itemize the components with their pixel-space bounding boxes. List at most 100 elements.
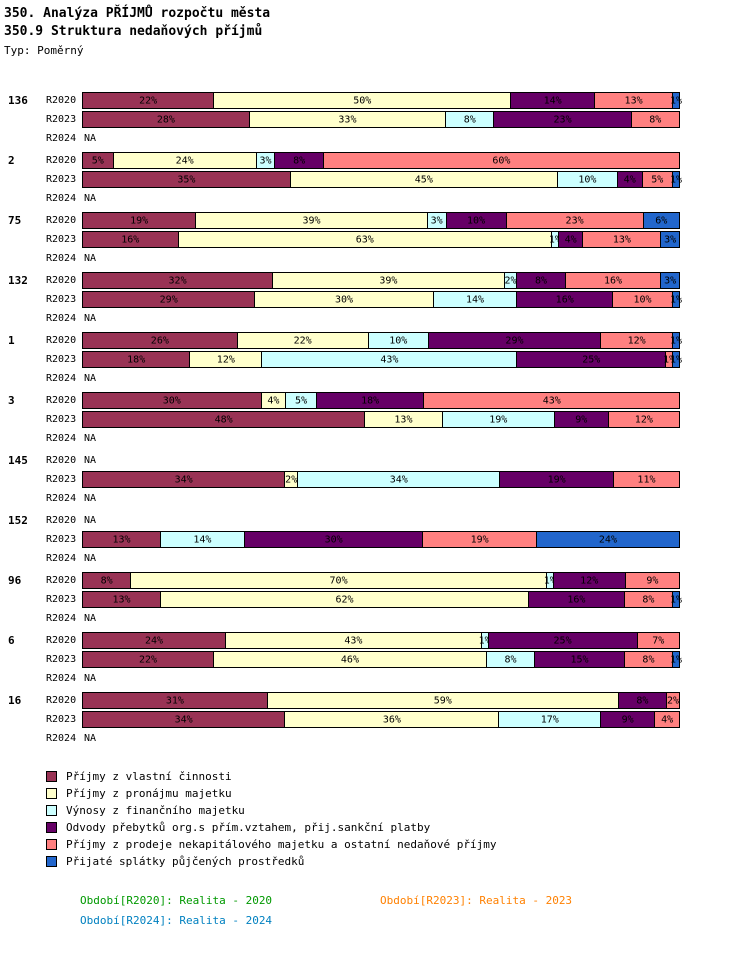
segment-value: 12% — [216, 354, 235, 365]
segment-value: 16% — [567, 594, 586, 605]
bar-segment: 1% — [670, 332, 682, 349]
row-label: R2024 — [46, 193, 77, 204]
stacked-bar: 19% 39% 3% 10% 23% 6% — [82, 212, 680, 229]
chart-row: R2024 NA — [0, 549, 750, 568]
segment-value: 24% — [145, 635, 164, 646]
chart-group-75: 75 R2020 19% 39% 3% 10% 23% 6% R2023 16% 63% 1% 4% 13… — [0, 211, 750, 268]
period-r2024-label: Období[R2024]: — [80, 914, 173, 927]
segment-value: 29% — [505, 335, 524, 346]
row-label: R2023 — [46, 114, 77, 125]
bar-segment: 8% — [486, 651, 536, 668]
segment-value: 17% — [540, 714, 559, 725]
segment-value: 22% — [138, 654, 158, 665]
legend: Příjmy z vlastní činnosti Příjmy z pronáj… — [46, 768, 496, 870]
segment-value: 3% — [259, 155, 272, 166]
bar-segment: 13% — [82, 531, 161, 548]
bar-segment: 31% — [82, 692, 268, 709]
segment-value: 12% — [627, 335, 646, 346]
stacked-bar: 13% 14% 30% 19% 24% — [82, 531, 680, 548]
legend-label: Přijaté splátky půjčených prostředků — [66, 855, 305, 868]
chart-row: R2024 NA — [0, 729, 750, 748]
bar-segment: 8% — [82, 572, 132, 589]
bar-segment: 43% — [424, 392, 680, 409]
bar-segment: 2% — [667, 692, 680, 709]
stacked-bar: 13% 62% 16% 8% 1% — [82, 591, 682, 608]
stacked-bar: 24% 43% 1% 25% 7% — [82, 632, 680, 649]
bar-segment: 12% — [608, 411, 680, 428]
legend-item-0: Příjmy z vlastní činnosti — [46, 768, 496, 785]
bar-segment: 1% — [479, 632, 491, 649]
stacked-bar: 34% 36% 17% 9% 4% — [82, 711, 681, 728]
row-label: R2023 — [46, 594, 77, 605]
chart-row: R2023 34% 36% 17% 9% 4% — [0, 710, 750, 729]
group-id: 136 — [8, 94, 28, 107]
chart-row: R2020 32% 39% 2% 8% 16% 3% — [0, 271, 750, 290]
row-label: R2020 — [46, 635, 77, 646]
row-label: R2024 — [46, 133, 77, 144]
bar-segment: 24% — [113, 152, 257, 169]
segment-value: 15% — [570, 654, 589, 665]
na-value: NA — [84, 613, 97, 624]
segment-value: 35% — [177, 174, 196, 185]
segment-value: 34% — [389, 474, 408, 485]
period-r2023-value: Realita - 2023 — [479, 894, 573, 907]
chart-row: R2020 5% 24% 3% 8% 60% — [0, 151, 750, 170]
bar-segment: 1% — [549, 231, 561, 248]
row-label: R2024 — [46, 313, 77, 324]
segment-value: 9% — [621, 714, 634, 725]
segment-value: 8% — [100, 575, 113, 586]
stacked-bar: 22% 50% 14% 13% 1% — [82, 92, 682, 109]
segment-value: 19% — [130, 215, 149, 226]
segment-value: 33% — [338, 114, 357, 125]
na-value: NA — [84, 193, 97, 204]
segment-value: 4% — [267, 395, 280, 406]
stacked-bar: 22% 46% 8% 15% 8% 1% — [82, 651, 682, 668]
chart-row: R2023 29% 30% 14% 16% 10% 1% — [0, 290, 750, 309]
bar-segment: 16% — [565, 272, 662, 289]
segment-value: 13% — [612, 234, 631, 245]
bar-segment: 36% — [285, 711, 500, 728]
bar-segment: 16% — [82, 231, 179, 248]
chart-type-label: Typ: Poměrný — [4, 44, 84, 57]
legend-item-4: Příjmy z prodeje nekapitálového majetku … — [46, 836, 496, 853]
bar-segment: 30% — [255, 291, 434, 308]
bar-segment: 19% — [82, 212, 197, 229]
segment-value: 16% — [603, 275, 623, 286]
bar-segment: 1% — [670, 651, 682, 668]
segment-value: 25% — [553, 635, 572, 646]
segment-value: 11% — [637, 474, 656, 485]
na-value: NA — [84, 313, 97, 324]
bar-segment: 24% — [82, 632, 227, 649]
segment-value: 13% — [112, 594, 131, 605]
bar-segment: 9% — [625, 572, 681, 589]
row-label: R2020 — [46, 515, 77, 526]
stacked-bar: 16% 63% 1% 4% 13% 3% — [82, 231, 680, 248]
segment-value: 22% — [293, 335, 312, 346]
bar-segment: 5% — [82, 152, 114, 169]
segment-value: 10% — [467, 215, 486, 226]
segment-value: 24% — [175, 155, 194, 166]
segment-value: 9% — [575, 414, 588, 425]
bar-segment: 22% — [82, 651, 215, 668]
chart-row: R2024 NA — [0, 189, 750, 208]
bar-segment: 18% — [82, 351, 191, 368]
segment-value: 3% — [664, 234, 677, 245]
bar-segment: 48% — [82, 411, 366, 428]
segment-value: 10% — [633, 294, 652, 305]
segment-value: 19% — [547, 474, 566, 485]
row-label: R2023 — [46, 294, 77, 305]
stacked-bar: 35% 45% 10% 4% 5% 1% — [82, 171, 682, 188]
segment-value: 24% — [598, 534, 617, 545]
page-title: 350. Analýza PŘÍJMŮ rozpočtu města — [4, 6, 271, 21]
bar-segment: 12% — [190, 351, 263, 368]
period-r2020-label: Období[R2020]: — [80, 894, 173, 907]
bar-segment: 10% — [368, 332, 429, 349]
na-value: NA — [84, 373, 97, 384]
chart-row: R2024 NA — [0, 129, 750, 148]
bar-segment: 30% — [82, 392, 262, 409]
chart-row: R2020 24% 43% 1% 25% 7% — [0, 631, 750, 650]
segment-value: 8% — [504, 654, 517, 665]
segment-value: 9% — [646, 575, 659, 586]
bar-segment: 8% — [624, 591, 674, 608]
segment-value: 8% — [535, 275, 548, 286]
